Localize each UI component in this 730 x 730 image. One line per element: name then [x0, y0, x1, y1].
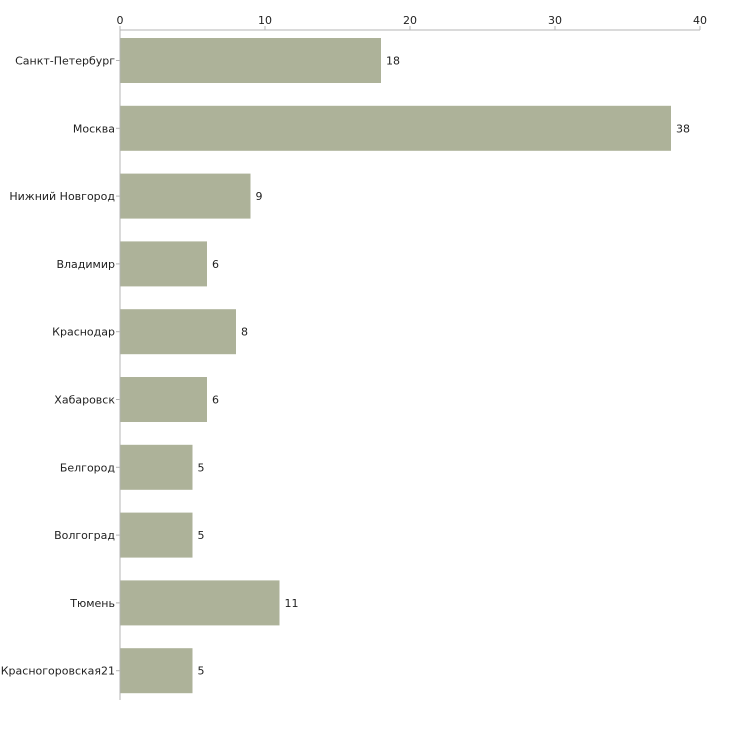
value-label: 38	[676, 122, 690, 135]
value-label: 6	[212, 258, 219, 271]
x-tick-label: 10	[258, 14, 272, 27]
value-label: 5	[198, 665, 205, 678]
value-label: 5	[198, 461, 205, 474]
value-label: 9	[256, 190, 263, 203]
bar	[120, 241, 207, 287]
value-label: 11	[285, 597, 299, 610]
category-label: Волгоград	[54, 529, 115, 542]
category-label: Санкт-Петербург	[15, 55, 115, 68]
x-tick-label: 30	[548, 14, 562, 27]
category-label: Москва	[73, 122, 115, 135]
category-label: Краснодар	[52, 326, 115, 339]
category-label: Белгород	[60, 461, 116, 474]
bar	[120, 648, 193, 694]
axis-layer: 0 10 20 30 40	[116, 14, 707, 700]
category-label: Нижний Новгород	[9, 190, 115, 203]
bar	[120, 377, 207, 422]
x-tick-label: 0	[117, 14, 124, 27]
bar	[120, 512, 193, 558]
value-label: 8	[241, 326, 248, 339]
category-label: Владимир	[56, 258, 115, 271]
value-label: 18	[386, 55, 400, 68]
bars-layer	[120, 38, 671, 694]
category-label: Хабаровск	[54, 394, 115, 407]
x-tick-label: 40	[693, 14, 707, 27]
bar	[120, 105, 671, 151]
x-tick-label: 20	[403, 14, 417, 27]
labels-layer: Санкт-Петербург 18 Москва 38 Нижний Новгород…	[0, 55, 690, 678]
bar	[120, 309, 236, 355]
bar	[120, 173, 251, 219]
value-label: 5	[198, 529, 205, 542]
value-label: 6	[212, 394, 219, 407]
category-label: п.Красногоровская21	[0, 665, 115, 678]
category-label: Тюмень	[69, 597, 115, 610]
bar	[120, 580, 280, 626]
bar	[120, 444, 193, 490]
bar	[120, 38, 381, 83]
